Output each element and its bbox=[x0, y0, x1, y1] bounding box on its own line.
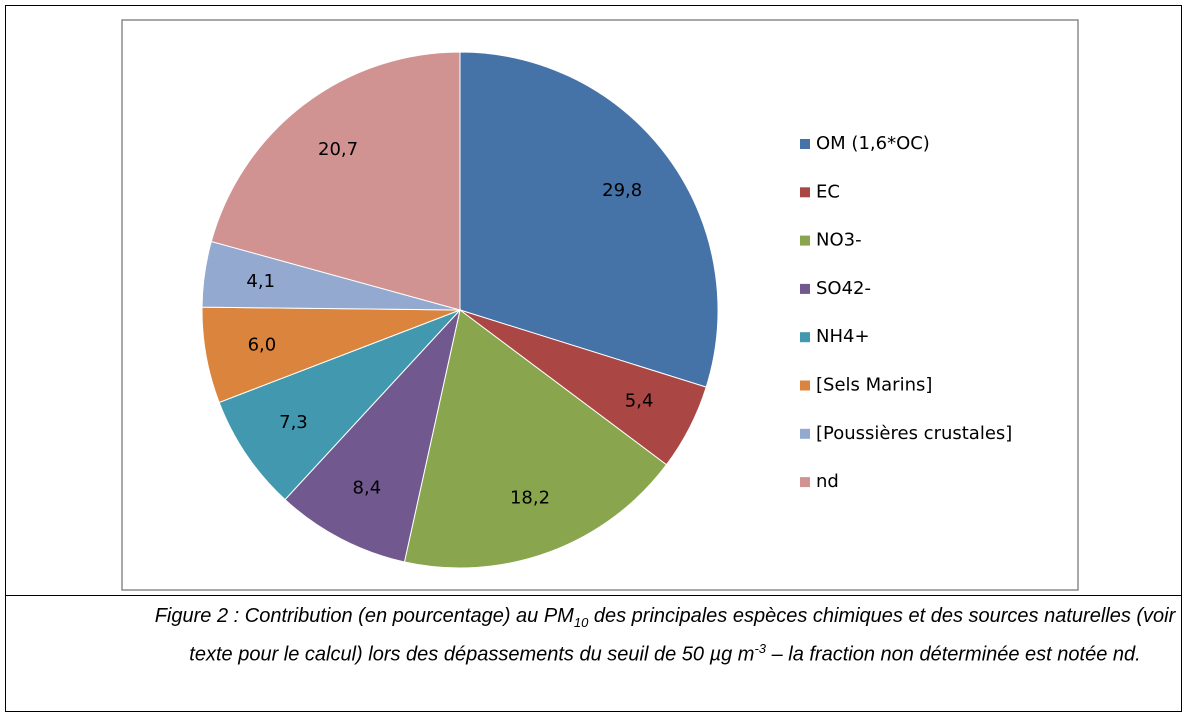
legend-label: SO42- bbox=[816, 278, 871, 299]
separator bbox=[5, 595, 1182, 596]
data-label: 8,4 bbox=[353, 477, 382, 498]
data-label: 29,8 bbox=[602, 180, 642, 201]
legend-label: nd bbox=[816, 471, 839, 492]
legend-swatch bbox=[800, 187, 810, 198]
legend-label: OM (1,6*OC) bbox=[816, 133, 930, 154]
data-label: 4,1 bbox=[246, 271, 275, 292]
legend-label: NH4+ bbox=[816, 326, 870, 347]
pie-slice bbox=[284, 308, 461, 563]
data-label: 20,7 bbox=[318, 139, 358, 160]
chart: 29,8 5,4 18,2 8,4 7,3 6,0 4,1 20,7 OM (1,6*OC) EC… bbox=[121, 19, 1079, 591]
legend-swatch bbox=[800, 139, 810, 149]
data-label: 6,0 bbox=[248, 335, 277, 356]
pie-slice bbox=[403, 309, 668, 569]
legend-label: [Poussières crustales] bbox=[816, 423, 1012, 444]
data-label: 18,2 bbox=[510, 488, 550, 509]
data-label: 5,4 bbox=[625, 391, 654, 412]
legend-label: NO3- bbox=[816, 230, 862, 251]
legend-swatch bbox=[800, 428, 810, 439]
caption: Figure 2 : Contribution (en pourcentage)… bbox=[150, 603, 1180, 668]
legend-label: [Sels Marins] bbox=[816, 375, 932, 396]
pie-slice bbox=[218, 309, 461, 501]
pie-slice bbox=[459, 51, 719, 388]
caption-superscript: -3 bbox=[754, 641, 767, 656]
caption-text: Figure 2 : Contribution (en pourcentage)… bbox=[154, 605, 574, 627]
legend-swatch bbox=[800, 380, 810, 391]
legend-swatch bbox=[800, 283, 810, 294]
pie-slice bbox=[210, 51, 461, 311]
legend-swatch bbox=[800, 477, 810, 488]
frame bbox=[5, 5, 1182, 712]
caption-subscript: 10 bbox=[573, 615, 589, 630]
legend-label: EC bbox=[816, 181, 840, 202]
caption-text: des principales espèces chimiques et des… bbox=[189, 605, 1176, 666]
legend-swatch bbox=[800, 332, 810, 343]
legend-swatch bbox=[800, 235, 810, 246]
data-label: 7,3 bbox=[279, 412, 308, 433]
caption-text: – la fraction non déterminée est notée n… bbox=[766, 643, 1141, 666]
